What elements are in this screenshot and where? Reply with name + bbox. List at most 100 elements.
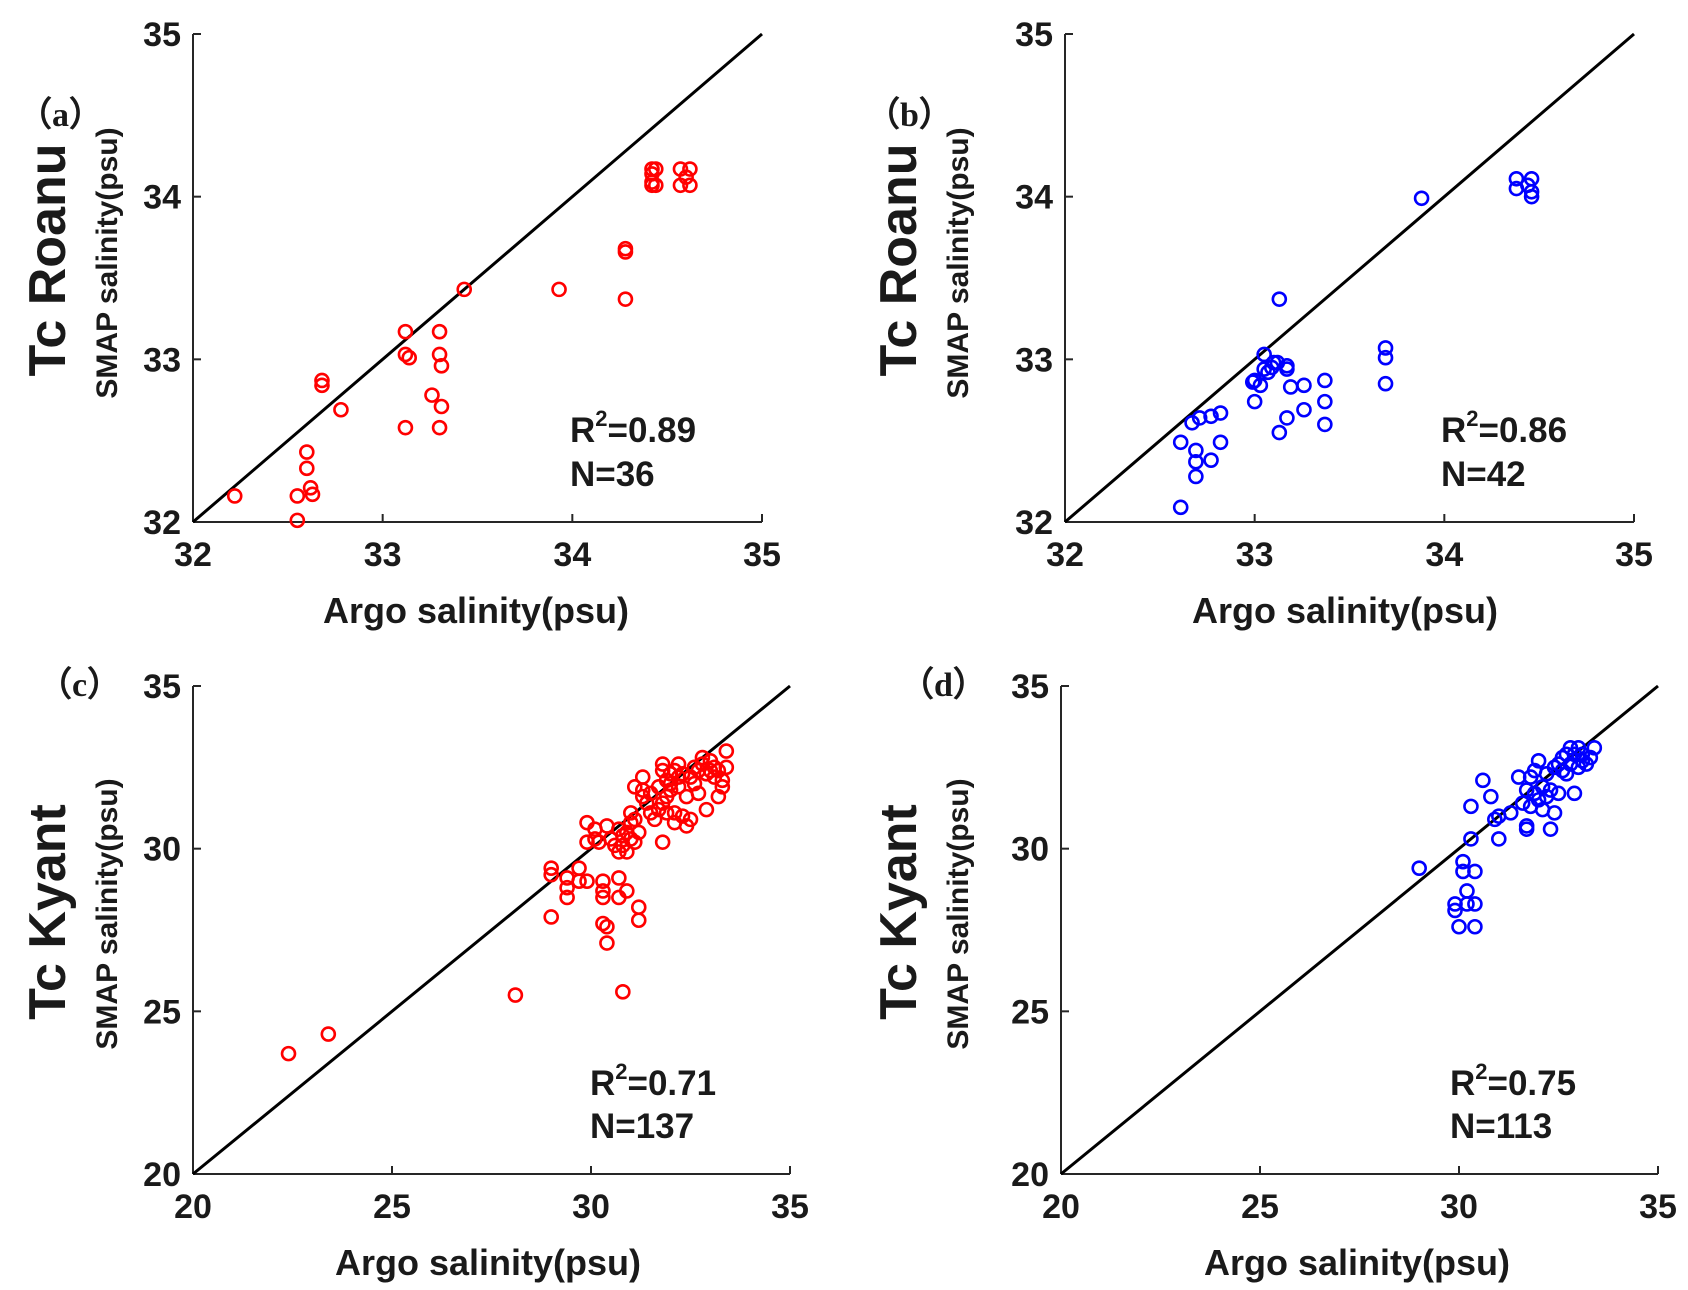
x-tick-label: 33 — [1236, 536, 1274, 574]
one-to-one-line — [1064, 32, 1635, 524]
scatter-point — [694, 749, 711, 766]
scatter-point — [431, 419, 448, 436]
scatter-point — [1203, 408, 1219, 425]
scatter-point — [433, 398, 450, 415]
x-tick-label: 30 — [1440, 1188, 1478, 1226]
scatter-point — [397, 323, 414, 340]
y-tick-label: 32 — [1015, 504, 1053, 542]
scatter-point — [1514, 795, 1531, 811]
n-label-a: N=36 — [570, 455, 655, 494]
scatter-point — [710, 762, 727, 779]
scatter-point — [543, 909, 560, 925]
x-tick-label: 35 — [771, 1188, 809, 1226]
scatter-point — [1252, 377, 1269, 394]
row-label-c: Tc Kyant — [19, 804, 77, 1020]
x-tick-label: 25 — [373, 1188, 411, 1226]
scatter-point — [1279, 361, 1295, 377]
scatter-point — [654, 756, 671, 772]
x-tick-label: 20 — [1042, 1188, 1080, 1226]
x-axis-label-c: Argo salinity(psu) — [335, 1242, 641, 1283]
scatter-point — [1265, 354, 1282, 371]
scatter-point — [320, 1026, 337, 1042]
scatter-point — [1212, 434, 1229, 451]
scatter-point — [1586, 740, 1603, 756]
scatter-point — [1502, 805, 1519, 821]
scatter-point — [626, 779, 643, 795]
row-label-d: Tc Kyant — [870, 804, 928, 1020]
y-tick-label: 34 — [143, 179, 181, 217]
scatter-point — [682, 811, 699, 828]
y-axis-label-d: SMAP salinity(psu) — [942, 778, 975, 1049]
scatter-point — [617, 244, 634, 260]
scatter-point — [615, 827, 631, 844]
scatter-point — [1282, 379, 1299, 395]
one-to-one-line — [192, 684, 791, 1176]
scatter-point — [1487, 811, 1503, 828]
scatter-point — [1542, 782, 1559, 798]
panel-tag-b: （b） — [866, 95, 953, 134]
scatter-point — [397, 346, 414, 363]
scatter-point — [289, 512, 306, 529]
x-tick-label: 32 — [174, 536, 212, 574]
scatter-point — [1566, 785, 1583, 802]
scatter-point — [1463, 798, 1479, 815]
scatter-point — [1475, 772, 1491, 789]
x-axis-label-d: Argo salinity(psu) — [1204, 1242, 1510, 1283]
scatter-point — [1467, 918, 1483, 935]
scatter-point — [646, 811, 663, 828]
scatter-point — [1172, 499, 1189, 516]
scatter-point — [662, 782, 679, 798]
scatter-point — [682, 161, 698, 177]
scatter-point — [298, 460, 315, 477]
scatter-point — [302, 480, 319, 496]
scatter-point — [626, 834, 643, 850]
scatter-point — [559, 889, 575, 906]
scatter-point — [1203, 452, 1219, 468]
scatter-point — [1508, 170, 1525, 187]
y-tick-label: 34 — [1015, 179, 1053, 217]
scatter-point — [543, 866, 560, 883]
one-to-one-line — [192, 32, 763, 524]
scatter-point — [599, 935, 615, 951]
scatter-point — [1271, 291, 1288, 307]
x-tick-label: 34 — [1425, 536, 1463, 574]
scatter-point — [1467, 863, 1483, 880]
r-squared-label-b: R2=0.86 — [1441, 406, 1567, 450]
y-tick-label: 25 — [1011, 993, 1049, 1031]
scatter-point — [622, 814, 639, 831]
x-axis-label-a: Argo salinity(psu) — [323, 590, 629, 631]
r-squared-label-a: R2=0.89 — [570, 406, 696, 450]
scatter-point — [456, 281, 473, 298]
scatter-point — [690, 785, 707, 802]
scatter-point — [1518, 818, 1535, 834]
scatter-point — [595, 883, 611, 899]
scatter-point — [424, 387, 440, 403]
scatter-point — [333, 401, 349, 418]
x-tick-label: 33 — [364, 536, 402, 574]
scatter-point — [1550, 785, 1567, 802]
scatter-point — [617, 291, 634, 307]
scatter-point — [666, 805, 683, 821]
scatter-point — [1411, 860, 1427, 876]
r-squared-label-c: R2=0.71 — [590, 1059, 716, 1103]
scatter-point — [280, 1045, 297, 1062]
scatter-point — [1467, 896, 1483, 912]
scatter-point — [1296, 401, 1312, 418]
x-tick-label: 30 — [572, 1188, 610, 1226]
scatter-point — [714, 779, 731, 795]
scatter-point — [678, 169, 694, 185]
scatter-point — [674, 766, 691, 782]
scatter-point — [1271, 424, 1288, 441]
scatter-point — [615, 984, 631, 1000]
scatter-point — [559, 879, 575, 896]
scatter-point — [1491, 831, 1507, 847]
scatter-point — [1463, 831, 1479, 847]
scatter-point — [647, 161, 664, 177]
scatter-point — [1317, 372, 1333, 389]
scatter-point — [1256, 346, 1272, 363]
